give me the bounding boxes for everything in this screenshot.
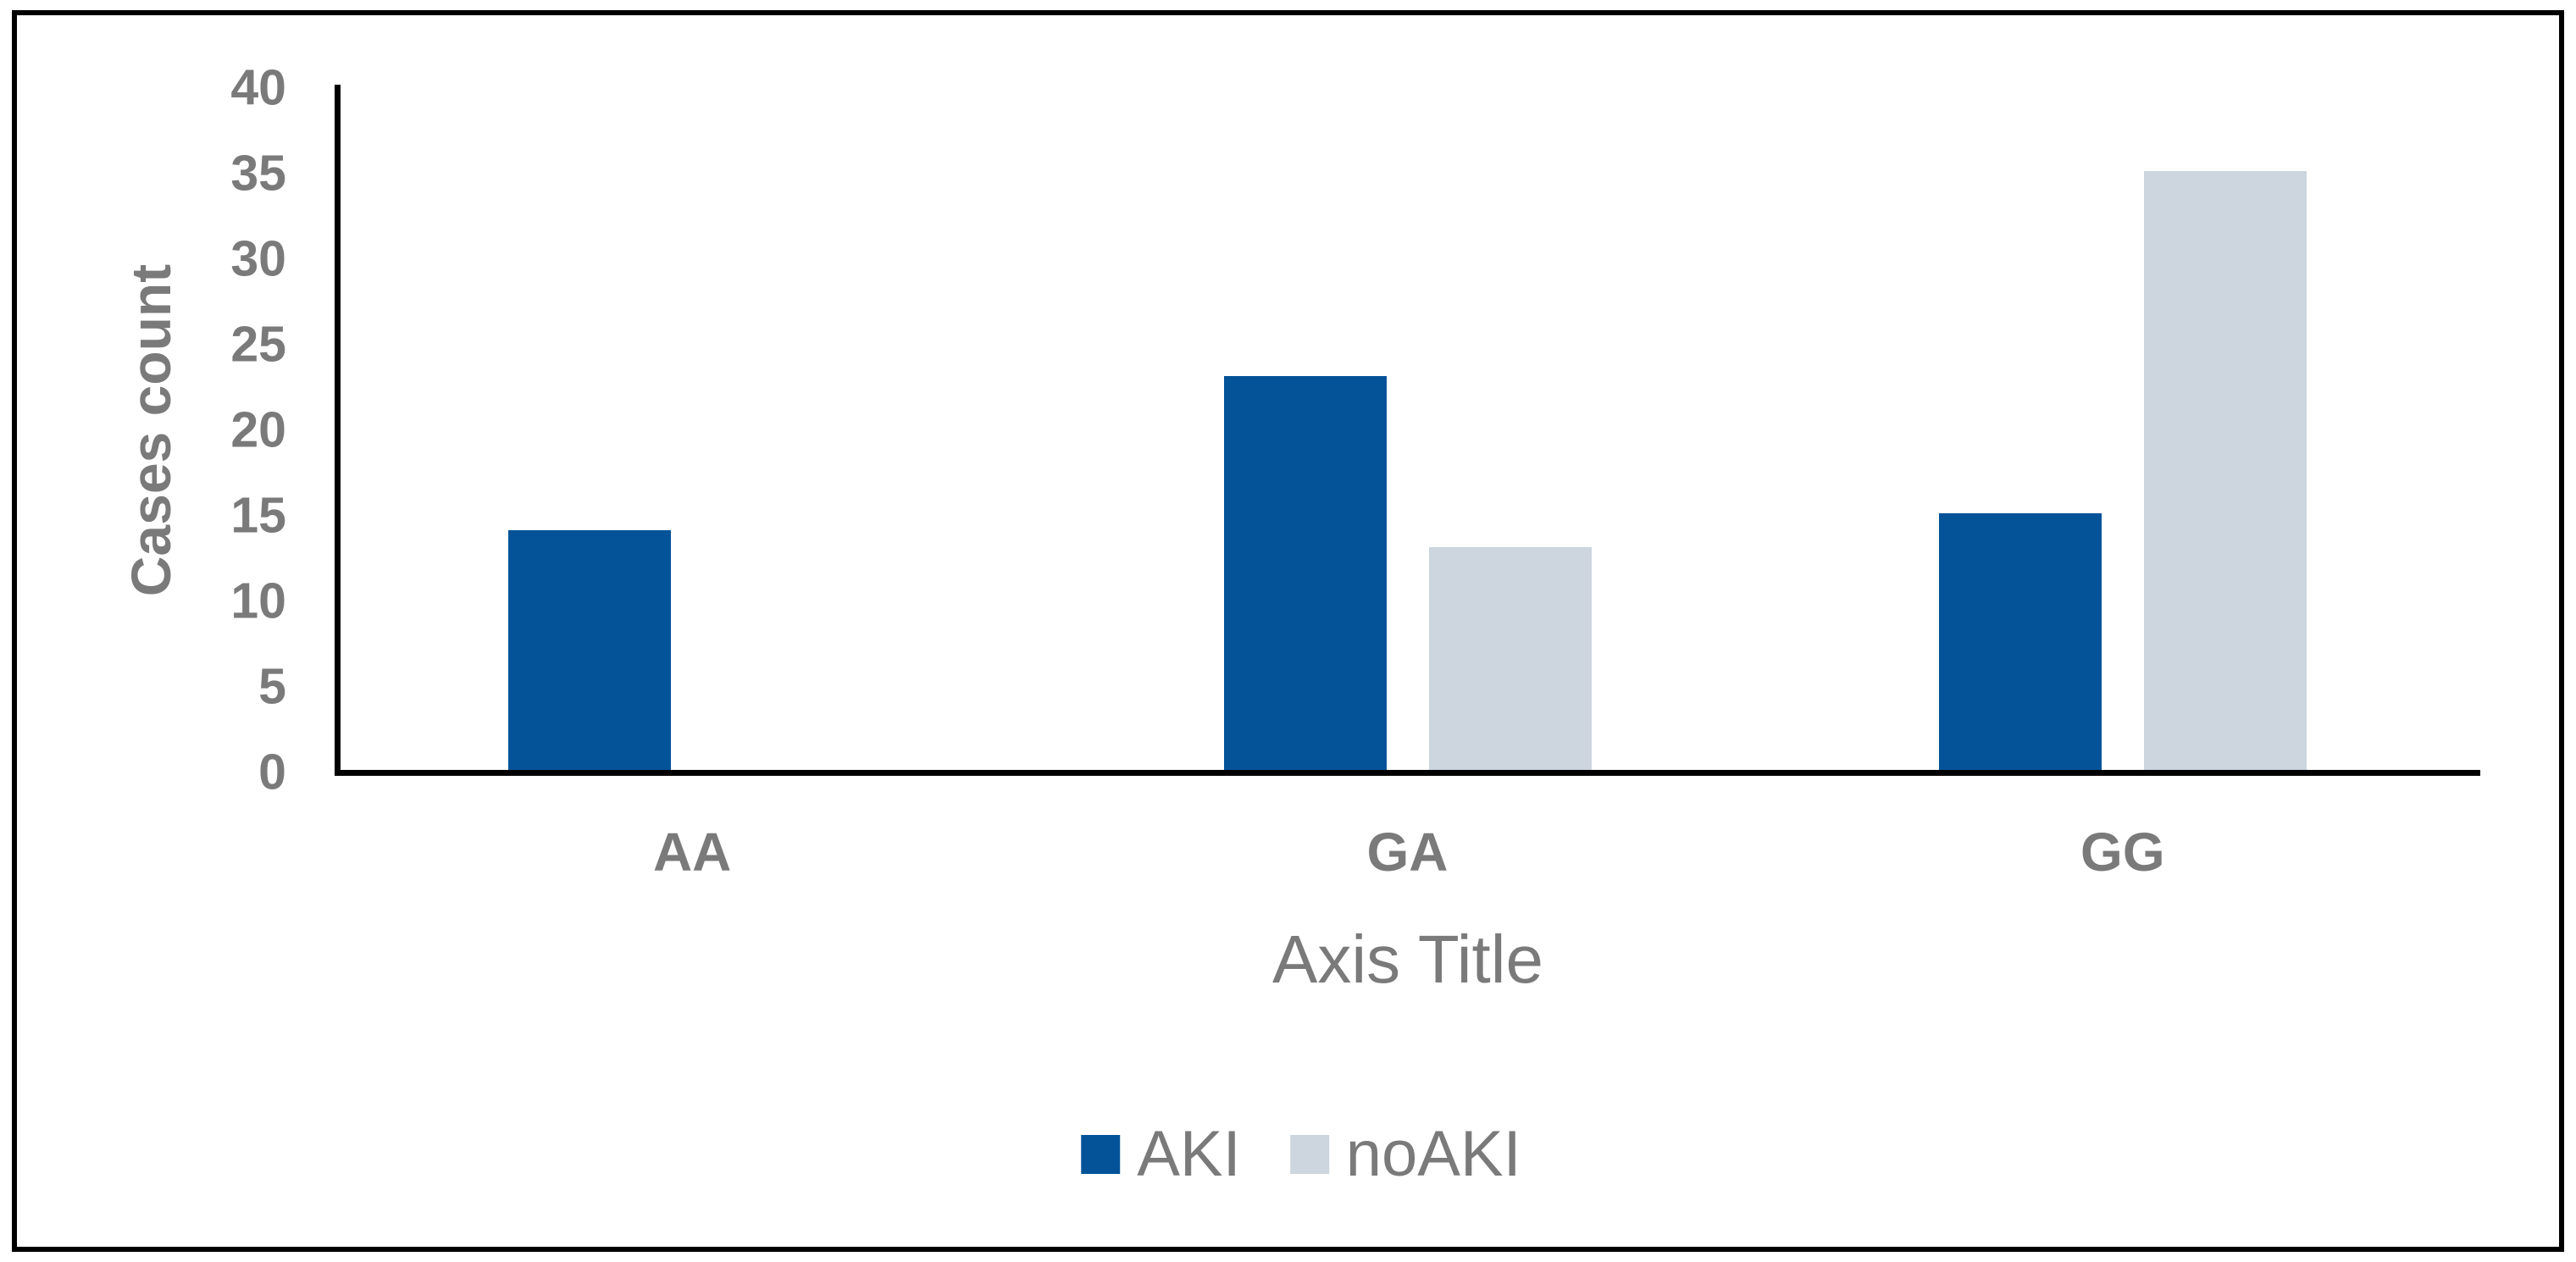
- x-category-label-aa: AA: [652, 822, 732, 883]
- legend-swatch-aki: [1081, 1135, 1121, 1174]
- legend-item-aki: AKI: [1081, 1122, 1241, 1187]
- bar-aki-ga: [1223, 376, 1387, 770]
- y-tick-label-20: 20: [230, 401, 286, 458]
- y-tick-label-5: 5: [258, 658, 286, 715]
- y-axis-line: [335, 85, 341, 776]
- bar-noaki-ga: [1428, 547, 1592, 770]
- y-tick-label-0: 0: [258, 744, 286, 800]
- legend-swatch-noaki: [1289, 1135, 1329, 1174]
- y-tick-label-10: 10: [230, 573, 286, 629]
- y-tick-label-15: 15: [230, 487, 286, 544]
- legend-label-aki: AKI: [1137, 1118, 1241, 1190]
- bar-noaki-gg: [2143, 171, 2307, 770]
- bar-aki-gg: [1938, 513, 2102, 770]
- bar-aki-aa: [508, 530, 672, 770]
- legend-label-noaki: noAKI: [1345, 1118, 1521, 1190]
- legend: AKI noAKI: [1081, 1122, 1521, 1187]
- y-tick-label-25: 25: [230, 316, 286, 373]
- x-category-label-gg: GG: [2080, 822, 2165, 883]
- y-tick-label-30: 30: [230, 230, 286, 287]
- legend-item-noaki: noAKI: [1289, 1118, 1521, 1190]
- y-tick-label-35: 35: [230, 145, 286, 202]
- x-axis-title: Axis Title: [1271, 922, 1544, 997]
- chart-border: [12, 10, 2564, 1252]
- x-category-label-ga: GA: [1366, 822, 1449, 883]
- y-tick-label-40: 40: [230, 59, 286, 116]
- x-axis-line: [335, 770, 2480, 776]
